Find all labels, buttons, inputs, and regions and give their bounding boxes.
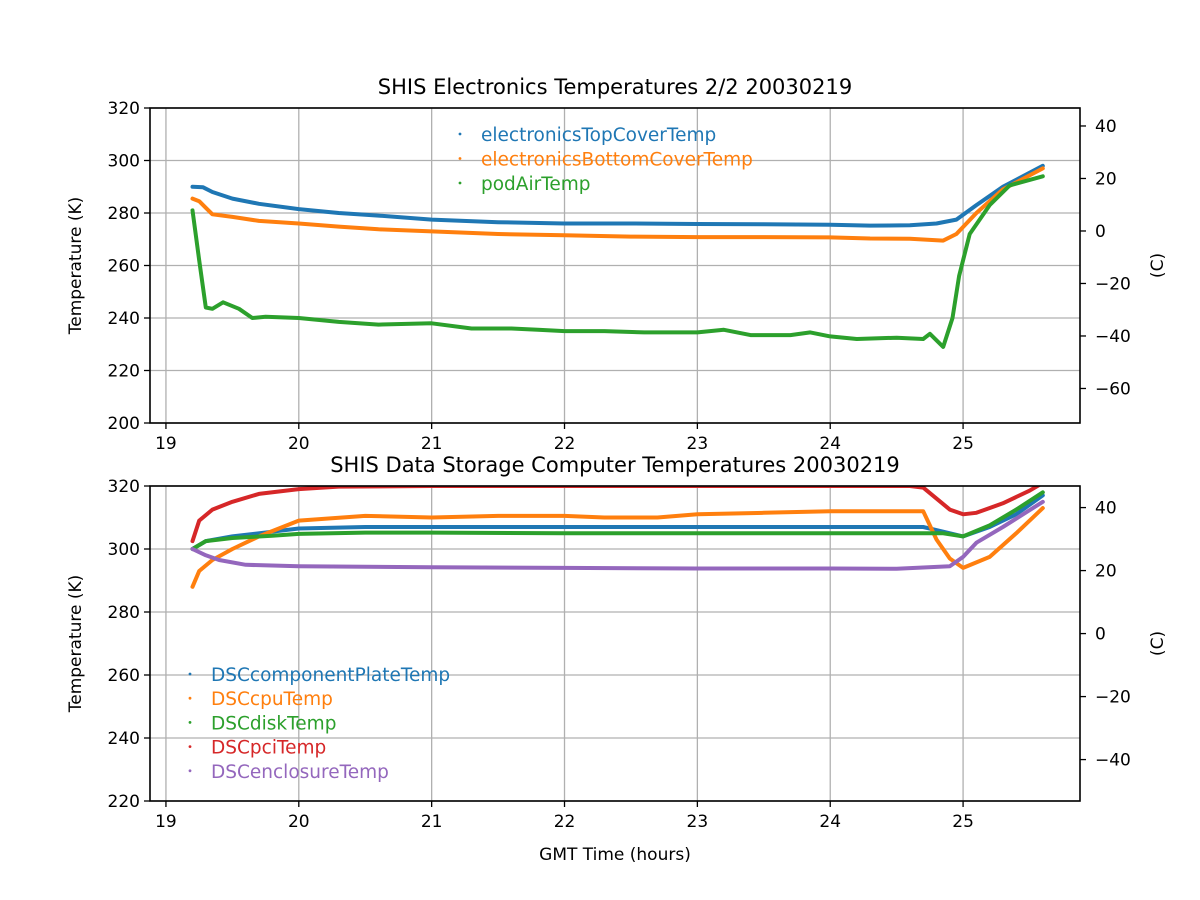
x-tick-label: 24 [819, 434, 841, 454]
y-tick-label: 280 [108, 204, 140, 224]
top-chart-y-ticks: 200 220 240 260 280 300 320 [108, 99, 150, 434]
bottom-chart-frame [149, 485, 1081, 802]
bottom-chart-x-ticks: 19 20 21 22 23 24 25 [155, 801, 974, 832]
legend-item: electronicsBottomCoverTemp [458, 150, 753, 171]
x-tick-label: 25 [952, 812, 974, 832]
legend-label: podAirTemp [481, 174, 591, 195]
x-tick-label: 23 [687, 434, 709, 454]
top-chart-y-ticks-right: 40 20 0 −20 −40 −60 [1080, 117, 1131, 399]
legend-item: DSCenclosureTemp [188, 762, 389, 783]
top-chart-series [190, 163, 1045, 349]
legend-marker [188, 769, 192, 773]
legend-item: electronicsTopCoverTemp [458, 125, 716, 146]
legend-marker [188, 745, 192, 748]
series-line-DSCcomponentPlateTemp [190, 493, 1045, 551]
legend-marker [458, 157, 462, 160]
y-tick-label: 220 [108, 792, 140, 812]
x-tick-label: 20 [288, 812, 310, 832]
legend-label: DSCenclosureTemp [211, 762, 389, 783]
legend-item: podAirTemp [458, 174, 591, 195]
series-line-DSCcpuTemp [190, 506, 1045, 589]
y-right-tick-label: 20 [1095, 169, 1117, 189]
x-tick-label: 24 [819, 812, 841, 832]
bottom-chart-x-axis-label: GMT Time (hours) [539, 845, 691, 865]
x-tick-label: 20 [288, 434, 310, 454]
bottom-chart-y-axis-label-right: (C) [1148, 631, 1168, 656]
legend-marker [458, 181, 462, 185]
top-chart-title: SHIS Electronics Temperatures 2/2 200302… [378, 75, 852, 99]
y-right-tick-label: −20 [1095, 688, 1131, 708]
legend-marker [188, 696, 192, 700]
y-tick-label: 220 [108, 362, 140, 382]
y-right-tick-label: −20 [1095, 274, 1131, 294]
x-tick-label: 21 [421, 812, 443, 832]
x-tick-label: 23 [687, 812, 709, 832]
top-chart-y-axis-label-right: (C) [1148, 253, 1168, 278]
y-tick-label: 200 [108, 414, 140, 434]
y-tick-label: 240 [108, 729, 140, 749]
y-right-tick-label: 40 [1095, 499, 1117, 519]
y-tick-label: 320 [108, 99, 140, 119]
bottom-chart-y-axis-label: Temperature (K) [66, 575, 86, 714]
legend-label: DSCcomponentPlateTemp [211, 665, 450, 686]
y-right-tick-label: 20 [1095, 562, 1117, 582]
y-tick-label: 260 [108, 666, 140, 686]
legend-item: DSCcomponentPlateTemp [188, 665, 450, 686]
x-tick-label: 19 [155, 812, 177, 832]
series-line-DSCpciTemp [190, 486, 1042, 544]
legend-marker [188, 721, 192, 724]
y-right-tick-label: 40 [1095, 117, 1117, 137]
series-line-podAirTemp [190, 174, 1045, 349]
legend-item: DSCdiskTemp [188, 713, 336, 734]
y-right-tick-label: −40 [1095, 751, 1131, 771]
top-chart-legend: electronicsTopCoverTemp electronicsBottom… [458, 125, 753, 195]
legend-marker [458, 132, 462, 136]
x-tick-label: 21 [421, 434, 443, 454]
bottom-chart-title: SHIS Data Storage Computer Temperatures … [330, 453, 900, 477]
legend-label: DSCcpuTemp [211, 689, 333, 710]
y-tick-label: 260 [108, 257, 140, 277]
bottom-chart-legend: DSCcomponentPlateTemp DSCcpuTemp DSCdiskTe… [188, 665, 450, 783]
legend-marker [188, 672, 192, 676]
y-right-tick-label: 0 [1095, 625, 1106, 645]
y-tick-label: 320 [108, 477, 140, 497]
top-chart-x-ticks: 19 20 21 22 23 24 25 [155, 423, 974, 454]
y-tick-label: 300 [108, 152, 140, 172]
y-tick-label: 240 [108, 309, 140, 329]
x-tick-label: 19 [155, 434, 177, 454]
bottom-chart-series [190, 486, 1045, 589]
legend-label: DSCdiskTemp [211, 713, 336, 734]
x-tick-label: 25 [952, 434, 974, 454]
legend-label: DSCpciTemp [211, 738, 326, 759]
x-tick-label: 22 [554, 812, 576, 832]
y-right-tick-label: 0 [1095, 222, 1106, 242]
bottom-chart-y-ticks: 220 240 260 280 300 320 [108, 477, 150, 812]
series-line-DSCenclosureTemp [190, 499, 1045, 571]
x-tick-label: 22 [554, 434, 576, 454]
legend-label: electronicsBottomCoverTemp [481, 150, 753, 171]
y-right-tick-label: −60 [1095, 379, 1131, 399]
y-tick-label: 280 [108, 603, 140, 623]
y-right-tick-label: −40 [1095, 327, 1131, 347]
y-tick-label: 300 [108, 540, 140, 560]
legend-item: DSCcpuTemp [188, 689, 333, 710]
bottom-chart-panel: 19 20 21 22 23 24 25 220 240 260 280 300 320 40 20 0 −… [66, 453, 1168, 865]
top-chart-y-axis-label: Temperature (K) [66, 197, 86, 336]
series-line-DSCdiskTemp [190, 490, 1045, 551]
bottom-chart-y-ticks-right: 40 20 0 −20 −40 [1080, 499, 1131, 771]
series-line-electronicsTopCoverTemp [190, 163, 1045, 228]
legend-item: DSCpciTemp [188, 738, 326, 759]
legend-label: electronicsTopCoverTemp [481, 125, 716, 146]
series-line-electronicsBottomCoverTemp [190, 166, 1045, 243]
